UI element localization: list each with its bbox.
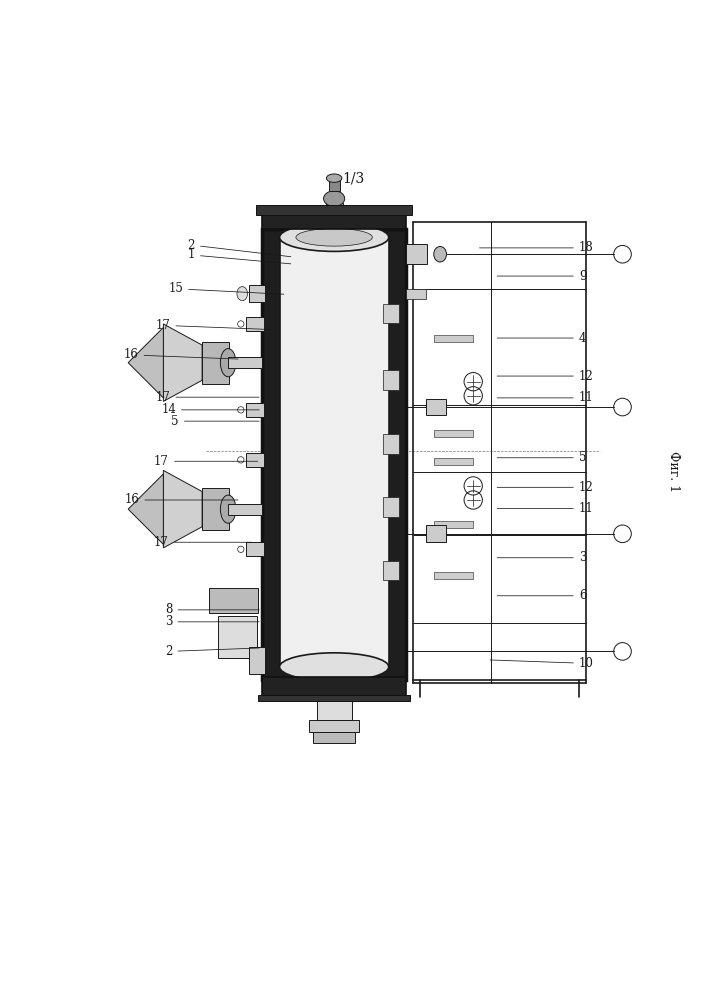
Bar [247,403,264,417]
Text: 3: 3 [165,615,259,628]
Bar [250,285,264,302]
Bar [426,399,445,415]
Text: Фиг. 1: Фиг. 1 [667,451,680,492]
Text: 2: 2 [187,239,291,257]
Text: 1: 1 [187,248,291,264]
Bar [317,698,352,720]
Text: 12: 12 [497,481,594,494]
Text: 17: 17 [156,391,259,404]
Bar [435,458,473,465]
Bar [250,647,264,674]
Bar [435,335,473,342]
Text: 14: 14 [161,403,259,416]
Bar [435,521,473,528]
Bar [383,304,399,323]
Bar [435,572,473,579]
Bar [209,588,259,613]
Bar [407,289,426,299]
Ellipse shape [279,223,389,251]
Ellipse shape [327,174,342,182]
Bar [310,720,358,732]
Bar [262,677,407,697]
Polygon shape [163,470,202,548]
Bar [202,342,229,384]
Text: 11: 11 [497,502,594,515]
Bar [259,695,410,701]
Bar [383,561,399,580]
Bar [435,430,473,437]
Text: 2: 2 [165,645,259,658]
Text: 16: 16 [124,493,238,506]
Ellipse shape [279,653,389,681]
Bar [247,453,264,467]
Bar [202,488,229,530]
Bar [426,525,445,542]
Ellipse shape [296,229,373,246]
Bar [228,357,262,368]
Text: 10: 10 [490,657,594,670]
Bar [326,203,343,215]
Polygon shape [163,324,202,401]
Text: 5: 5 [171,415,259,428]
Ellipse shape [324,191,345,206]
Text: 15: 15 [168,282,284,295]
Text: 11: 11 [497,391,594,404]
Text: 8: 8 [165,603,259,616]
Bar [383,434,399,454]
Ellipse shape [434,246,446,262]
Bar [262,229,407,680]
Bar [383,370,399,390]
Text: 6: 6 [497,589,586,602]
Text: 18: 18 [479,241,594,254]
Bar [407,244,428,264]
Text: 9: 9 [497,270,586,283]
Text: 17: 17 [154,536,252,549]
Bar [262,211,407,229]
Polygon shape [128,474,163,544]
Ellipse shape [221,349,236,377]
Polygon shape [128,327,163,398]
Bar [247,542,264,556]
Ellipse shape [221,495,236,523]
Bar [279,237,389,667]
Text: 12: 12 [497,370,594,383]
Bar [257,205,412,215]
Bar [247,317,264,331]
Text: 1/3: 1/3 [342,172,365,186]
Text: 17: 17 [156,319,270,332]
Bar [313,732,355,743]
Bar [317,215,352,227]
Bar [329,178,340,191]
Bar [228,504,262,515]
Bar [383,497,399,517]
Text: 16: 16 [124,348,238,361]
Text: 4: 4 [497,332,586,345]
Ellipse shape [237,287,247,301]
Bar [218,616,257,658]
Text: 17: 17 [154,455,258,468]
Text: 5: 5 [497,451,586,464]
Text: 3: 3 [497,551,586,564]
